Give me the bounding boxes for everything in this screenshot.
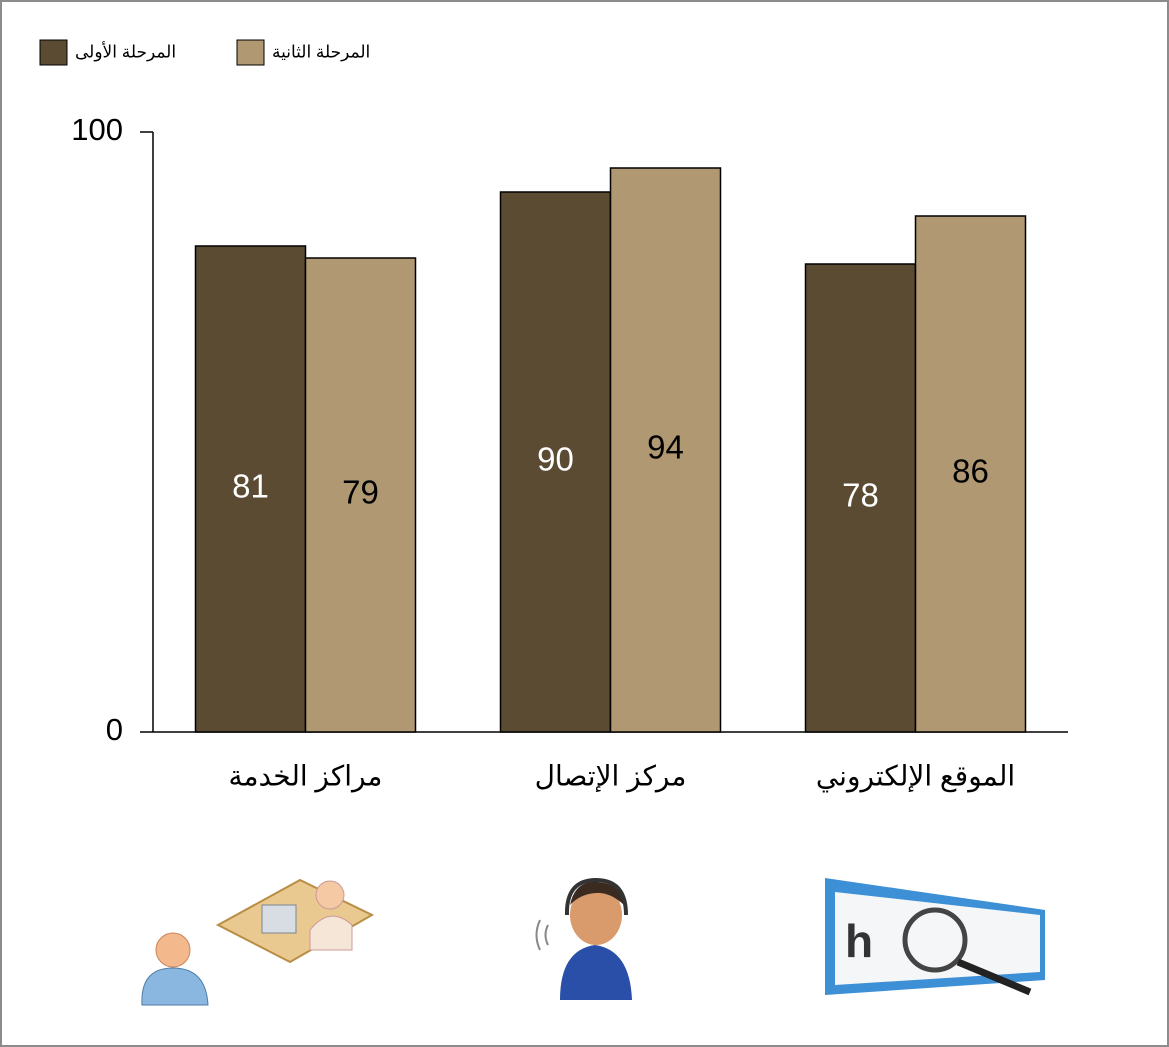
- bar: [499, 191, 612, 733]
- value-label: 90: [537, 441, 574, 478]
- x-tick-label: مراكز الخدمة: [229, 760, 383, 792]
- legend-label: المرحلة الثانية: [272, 42, 370, 61]
- y-tick-label: 0: [106, 712, 123, 747]
- icon-text: h: [845, 915, 873, 967]
- bar: [194, 245, 307, 733]
- value-label: 94: [647, 429, 684, 466]
- y-tick-label: 100: [71, 112, 123, 147]
- x-tick-label: الموقع الإلكتروني: [816, 760, 1015, 792]
- bar: [304, 257, 417, 733]
- legend-swatch: [39, 39, 68, 66]
- website-icon: h: [825, 878, 1045, 996]
- bar: [804, 263, 917, 733]
- legend-swatch: [236, 39, 265, 66]
- legend-label: المرحلة الأولى: [75, 41, 176, 61]
- value-label: 81: [232, 468, 269, 505]
- value-label: 79: [342, 474, 379, 511]
- call-center-icon: [535, 877, 632, 1000]
- bar: [609, 167, 722, 733]
- bar: [914, 215, 1027, 733]
- service-center-icon: [141, 878, 375, 1006]
- value-label: 78: [842, 477, 879, 514]
- value-label: 86: [952, 453, 989, 490]
- x-tick-label: مركز الإتصال: [535, 760, 687, 792]
